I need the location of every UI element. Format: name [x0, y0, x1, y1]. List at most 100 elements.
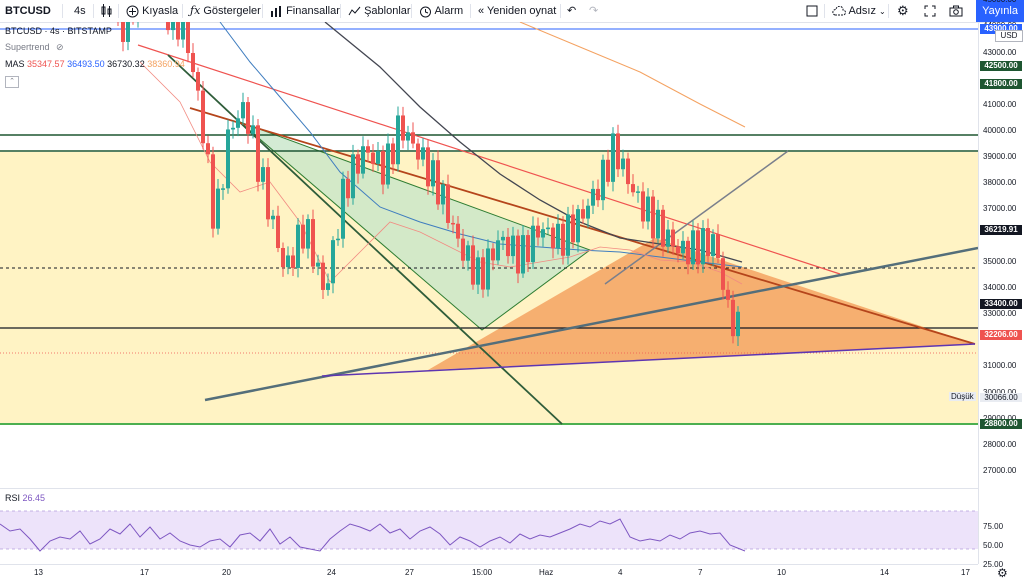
- price-label: 32206.00: [980, 329, 1022, 340]
- candle-body: [451, 222, 455, 225]
- candle-body: [701, 228, 705, 265]
- compare-button[interactable]: Kıyasla: [126, 0, 178, 22]
- candle-body: [556, 223, 560, 249]
- candle-body: [311, 219, 315, 267]
- candle-body: [266, 167, 270, 220]
- time-label: 24: [327, 568, 336, 577]
- candle-body: [526, 235, 530, 263]
- rsi-value: 26.45: [22, 493, 46, 503]
- time-label: 14: [880, 568, 889, 577]
- price-label: 33400.00: [980, 298, 1022, 309]
- candle-body: [411, 132, 415, 144]
- mas-value-2: 36493.50: [67, 59, 105, 69]
- candle-body: [516, 235, 520, 274]
- rsi-pane[interactable]: RSI 26.45: [0, 488, 978, 565]
- ma-orange: [519, 22, 746, 128]
- settings-button[interactable]: ⚙: [897, 0, 909, 22]
- cloud-icon: [832, 5, 846, 16]
- divider: [888, 4, 889, 18]
- currency-label[interactable]: USD: [995, 30, 1023, 42]
- candle-body: [296, 224, 300, 268]
- candle-body: [126, 22, 130, 42]
- chart-type-button[interactable]: [101, 0, 113, 22]
- snapshot-button[interactable]: [949, 0, 963, 22]
- chevron-down-icon: ⌄: [879, 7, 886, 16]
- candle-body: [691, 230, 695, 265]
- interval-button[interactable]: 4s: [74, 5, 86, 17]
- mas-label: MAS: [5, 59, 25, 69]
- indicators-button[interactable]: ƒx Göstergeler: [190, 0, 261, 22]
- time-label: 20: [222, 568, 231, 577]
- layout-menu-button[interactable]: Adsız ⌄: [832, 0, 886, 22]
- price-label: 36219.91: [980, 224, 1022, 235]
- candle-body: [461, 238, 465, 261]
- time-axis[interactable]: 13 17 20 24 27 15:00 Haz 4 7 10 14 17: [0, 564, 978, 581]
- candle-body: [441, 184, 445, 205]
- alarm-button[interactable]: Alarm: [419, 0, 463, 22]
- candle-body: [226, 129, 230, 189]
- candlestick-series: [117, 22, 740, 346]
- candle-body: [436, 160, 440, 205]
- redo-icon: ↷: [589, 5, 599, 17]
- replay-label: Yeniden oynat: [486, 5, 557, 17]
- redo-button[interactable]: ↷: [589, 0, 598, 22]
- candle-body: [656, 209, 660, 239]
- candle-body: [536, 225, 540, 238]
- replay-button[interactable]: « Yeniden oynat: [478, 0, 556, 22]
- trendline-steel: [204, 246, 978, 402]
- candle-body: [201, 90, 205, 144]
- time-label: 13: [34, 568, 43, 577]
- mas-value-1: 35347.57: [27, 59, 65, 69]
- candle-body: [171, 22, 175, 31]
- alarm-label: Alarm: [434, 5, 464, 17]
- layout-toggle-button[interactable]: [806, 0, 818, 22]
- candle-body: [306, 219, 310, 249]
- candle-body: [336, 238, 340, 241]
- candle-body: [496, 240, 500, 261]
- candle-body: [636, 191, 640, 193]
- price-tick: 39000.00: [983, 152, 1017, 162]
- templates-button[interactable]: Şablonlar: [348, 0, 411, 22]
- candle-body: [221, 188, 225, 190]
- candle-body: [721, 258, 725, 290]
- candle-body: [591, 188, 595, 206]
- candle-body: [601, 159, 605, 201]
- candle-body: [471, 245, 475, 285]
- candle-body: [276, 215, 280, 248]
- candle-body: [446, 184, 450, 223]
- financials-label: Finansallar: [286, 5, 340, 17]
- time-label: Haz: [539, 568, 554, 577]
- candle-body: [511, 235, 515, 257]
- candle-body: [626, 158, 630, 185]
- candle-body: [341, 178, 345, 239]
- candle-body: [681, 240, 685, 254]
- fullscreen-button[interactable]: [924, 0, 936, 22]
- publish-button[interactable]: Yayınla: [976, 0, 1024, 22]
- chart-canvas[interactable]: [0, 22, 978, 488]
- divider: [118, 4, 119, 18]
- price-chart[interactable]: BTCUSD · 4s · BITSTAMP Supertrend ⊘ MAS …: [0, 22, 978, 488]
- symbol-search[interactable]: BTCUSD: [5, 5, 51, 17]
- divider: [262, 4, 263, 18]
- candle-body: [736, 311, 740, 337]
- rsi-band: [0, 511, 978, 549]
- collapse-legend-button[interactable]: ⌃: [5, 76, 19, 88]
- candle-body: [196, 72, 200, 91]
- price-tick: 28000.00: [983, 439, 1017, 449]
- candle-body: [321, 262, 325, 290]
- undo-button[interactable]: ↶: [567, 0, 576, 22]
- settings-icon[interactable]: ⚙: [997, 566, 1008, 580]
- price-axis[interactable]: 47000.0046000.0045000.0044000.0043000.00…: [978, 0, 1024, 580]
- candle-body: [521, 235, 525, 274]
- supertrend-legend[interactable]: Supertrend ⊘: [5, 42, 64, 53]
- candle-body: [286, 255, 290, 268]
- financials-button[interactable]: Finansallar: [270, 0, 340, 22]
- eye-hidden-icon[interactable]: ⊘: [56, 42, 64, 52]
- candle-body: [416, 143, 420, 160]
- candle-body: [576, 209, 580, 243]
- candle-body: [551, 227, 555, 249]
- candle-body: [616, 133, 620, 170]
- candle-body: [166, 22, 170, 31]
- candle-body: [661, 209, 665, 247]
- candle-body: [366, 146, 370, 153]
